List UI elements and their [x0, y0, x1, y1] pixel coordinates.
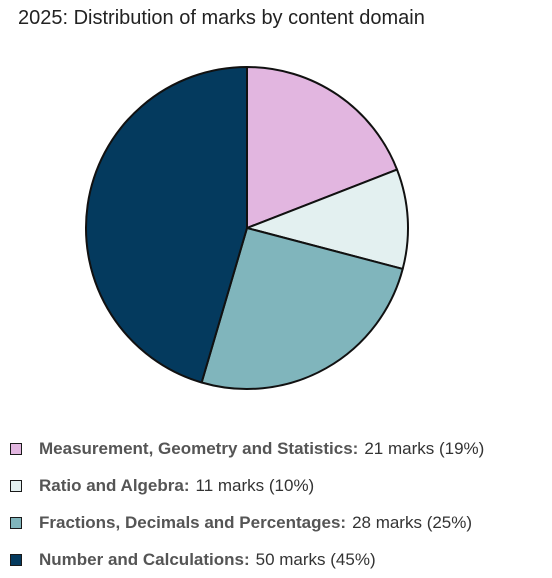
legend-label: Ratio and Algebra: — [39, 475, 190, 495]
legend-value: 21 marks (19%) — [364, 438, 485, 458]
pie-slice-ratio — [246, 168, 409, 270]
legend-value: 28 marks (25%) — [352, 512, 473, 532]
legend-item-measurement: Measurement, Geometry and Statistics: 21… — [10, 430, 484, 467]
legend-label: Measurement, Geometry and Statistics: — [39, 438, 359, 458]
legend-label: Fractions, Decimals and Percentages: — [39, 512, 347, 532]
chart-title: 2025: Distribution of marks by content d… — [18, 7, 425, 29]
pie-chart — [85, 66, 409, 390]
legend-item-ratio: Ratio and Algebra: 11 marks (10%) — [10, 467, 484, 504]
legend-label: Number and Calculations: — [39, 549, 250, 569]
legend-swatch — [10, 553, 22, 566]
pie-slice-measurement — [246, 66, 399, 229]
legend-swatch — [10, 479, 22, 492]
legend-swatch — [10, 516, 22, 529]
pie-slice-fractions — [200, 227, 404, 390]
pie-slice-number — [85, 66, 248, 384]
legend-value: 11 marks (10%) — [195, 475, 315, 495]
legend: Measurement, Geometry and Statistics: 21… — [10, 430, 484, 578]
legend-value: 50 marks (45%) — [255, 549, 376, 569]
legend-item-number: Number and Calculations: 50 marks (45%) — [10, 541, 484, 578]
legend-item-fractions: Fractions, Decimals and Percentages: 28 … — [10, 504, 484, 541]
legend-swatch — [10, 442, 22, 455]
